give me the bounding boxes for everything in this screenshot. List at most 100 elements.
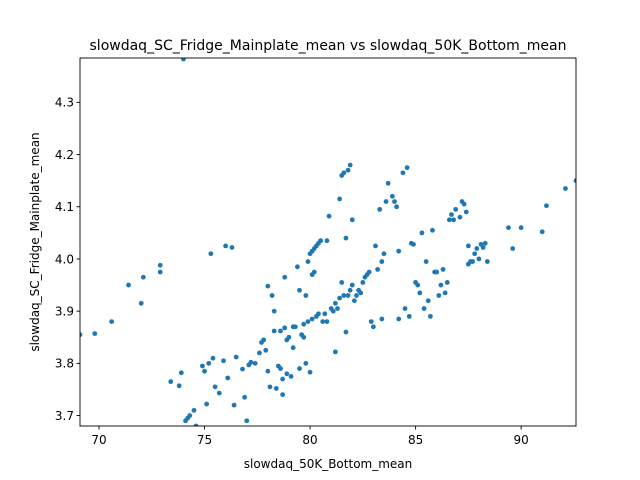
- scatter-point: [438, 282, 444, 288]
- scatter-point: [349, 217, 355, 223]
- scatter-point: [316, 311, 321, 317]
- scatter-point: [284, 371, 290, 377]
- y-tick-label: 3.8: [55, 357, 74, 371]
- chart-title: slowdaq_SC_Fridge_Mainplate_mean vs slow…: [90, 38, 567, 54]
- scatter-point: [539, 229, 545, 235]
- scatter-point: [360, 280, 366, 285]
- scatter-point: [358, 290, 364, 296]
- scatter-point: [176, 383, 182, 389]
- x-tick-label: 75: [197, 433, 212, 447]
- scatter-point: [92, 331, 98, 337]
- scatter-point: [339, 280, 345, 285]
- scatter-point: [379, 259, 385, 264]
- scatter-point: [223, 243, 229, 249]
- scatter-point: [242, 394, 248, 400]
- scatter-point: [157, 262, 163, 268]
- scatter-point: [178, 370, 184, 376]
- scatter-point: [337, 196, 343, 202]
- scatter-point: [518, 225, 524, 231]
- scatter-point: [381, 251, 387, 257]
- scatter-point: [337, 295, 343, 301]
- scatter-point: [269, 293, 275, 298]
- scatter-point: [461, 201, 467, 207]
- scatter-point: [271, 308, 277, 314]
- scatter-point: [278, 328, 283, 334]
- scatter-point: [140, 274, 146, 280]
- scatter-point: [267, 384, 273, 390]
- scatter-point: [484, 259, 490, 264]
- scatter-point: [168, 379, 174, 385]
- x-tick-label: 80: [302, 433, 317, 447]
- x-axis-label: slowdaq_50K_Bottom_mean: [244, 457, 413, 471]
- scatter-point: [453, 206, 459, 212]
- scatter-point: [406, 313, 412, 319]
- scatter-point: [191, 407, 197, 413]
- scatter-point: [444, 280, 450, 285]
- scatter-point: [126, 282, 131, 288]
- scatter-point: [318, 238, 324, 244]
- scatter-point: [392, 199, 397, 204]
- scatter-point: [324, 238, 330, 244]
- scatter-point: [389, 193, 395, 199]
- scatter-point: [476, 256, 482, 262]
- scatter-point: [375, 267, 380, 272]
- scatter-point: [206, 360, 212, 366]
- y-axis-ticks: 3.7 3.8 3.9 4.0 4.1 4.2 4.3: [55, 96, 80, 423]
- scatter-point: [345, 293, 351, 298]
- scatter-point: [303, 360, 309, 366]
- scatter-point: [330, 308, 336, 314]
- scatter-point: [446, 217, 452, 223]
- scatter-point: [379, 316, 385, 322]
- scatter-point: [332, 349, 338, 355]
- x-tick-label: 90: [513, 433, 528, 447]
- scatter-point: [307, 369, 313, 375]
- x-tick-label: 85: [408, 433, 423, 447]
- scatter-point: [394, 204, 399, 210]
- scatter-point: [301, 334, 307, 340]
- scatter-point: [417, 290, 423, 296]
- scatter-point: [419, 230, 425, 236]
- scatter-point: [311, 269, 317, 275]
- scatter-point: [332, 300, 338, 306]
- scatter-point: [411, 241, 416, 247]
- scatter-point: [457, 214, 463, 220]
- scatter-point: [351, 298, 357, 304]
- scatter-point: [202, 368, 207, 374]
- scatter-point: [347, 287, 353, 293]
- scatter-point: [303, 293, 309, 298]
- scatter-point: [373, 243, 378, 249]
- scatter-point: [341, 293, 347, 298]
- scatter-point: [354, 293, 359, 298]
- scatter-point: [347, 162, 353, 168]
- scatter-point: [309, 316, 315, 322]
- scatter-point: [463, 209, 469, 215]
- scatter-point: [288, 374, 294, 379]
- scatter-point: [423, 259, 429, 264]
- scatter-point: [280, 392, 286, 398]
- scatter-point: [286, 334, 292, 340]
- y-tick-label: 4.2: [55, 148, 74, 162]
- scatter-point: [402, 306, 408, 311]
- scatter-point: [465, 243, 471, 249]
- scatter-point: [425, 298, 431, 304]
- scatter-point: [470, 259, 475, 264]
- y-tick-label: 4.0: [55, 252, 74, 266]
- y-tick-label: 4.1: [55, 200, 74, 214]
- scatter-point: [290, 345, 296, 351]
- scatter-point: [248, 359, 254, 365]
- scatter-point: [442, 290, 448, 296]
- scatter-point: [204, 401, 210, 407]
- x-axis-ticks: 70 75 80 85 90: [91, 426, 529, 447]
- scatter-point: [341, 170, 347, 176]
- scatter-point: [563, 186, 568, 191]
- scatter-point: [301, 321, 307, 327]
- scatter-point: [415, 282, 421, 288]
- scatter-point: [252, 360, 258, 366]
- x-tick-label: 70: [91, 433, 106, 447]
- scatter-point: [305, 259, 311, 264]
- scatter-point: [261, 337, 267, 343]
- scatter-point: [370, 324, 376, 330]
- scatter-point: [345, 167, 351, 173]
- scatter-point: [271, 328, 277, 334]
- scatter-point: [181, 58, 186, 62]
